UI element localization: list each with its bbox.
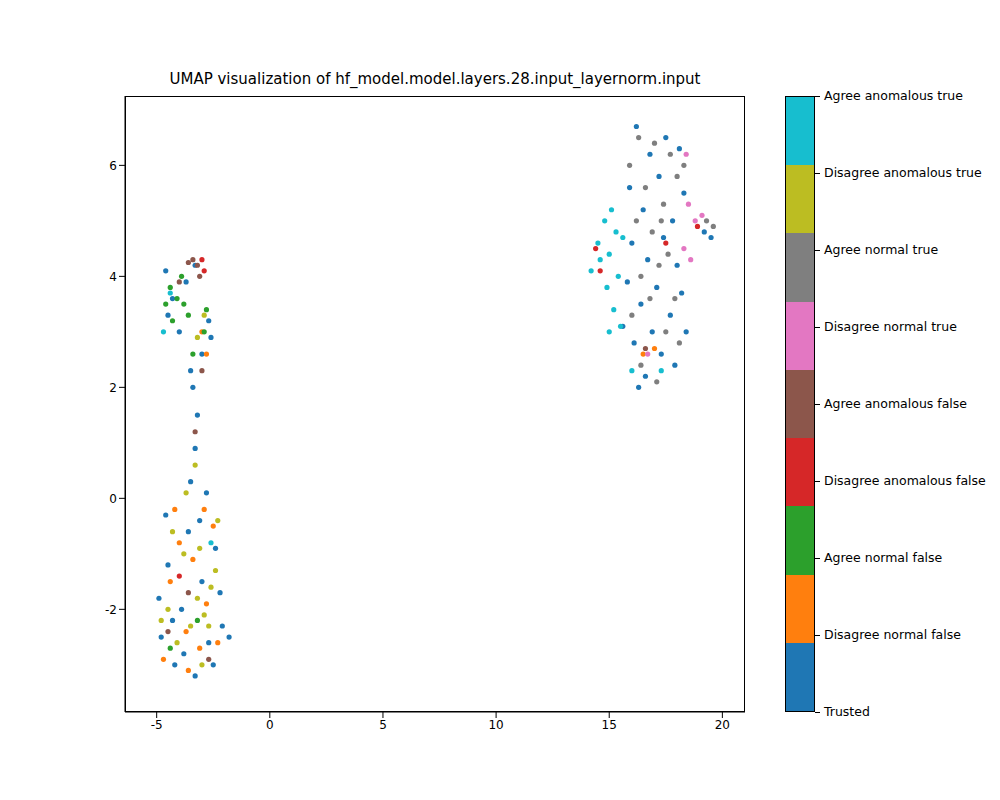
html-text:Trusted: Trusted [824,704,870,719]
svg-text:-2: -2 [105,603,117,617]
html-text:Agree normal false: Agree normal false [824,550,943,565]
html-text:Disagree anomalous true: Disagree anomalous true [824,165,982,180]
html-text:Agree anomalous true: Agree anomalous true [824,88,963,103]
svg-text:15: 15 [602,718,617,732]
svg-text:-5: -5 [151,718,163,732]
svg-text:0: 0 [266,718,274,732]
svg-text:4: 4 [109,270,117,284]
svg-text:2: 2 [109,381,117,395]
html-text:Disagree normal false: Disagree normal false [824,627,961,642]
svg-text:5: 5 [379,718,387,732]
html-text:Disagree normal true: Disagree normal true [824,319,957,334]
html-text:Disagree anomalous false: Disagree anomalous false [824,473,986,488]
html-text:Agree normal true: Agree normal true [824,242,939,257]
svg-text:10: 10 [488,718,503,732]
html-text:Agree anomalous false: Agree anomalous false [824,396,967,411]
svg-text:0: 0 [109,492,117,506]
svg-text:6: 6 [109,159,117,173]
svg-text:20: 20 [715,718,730,732]
html-text:UMAP visualization of hf_model: UMAP visualization of hf_model.model.lay… [169,70,701,88]
